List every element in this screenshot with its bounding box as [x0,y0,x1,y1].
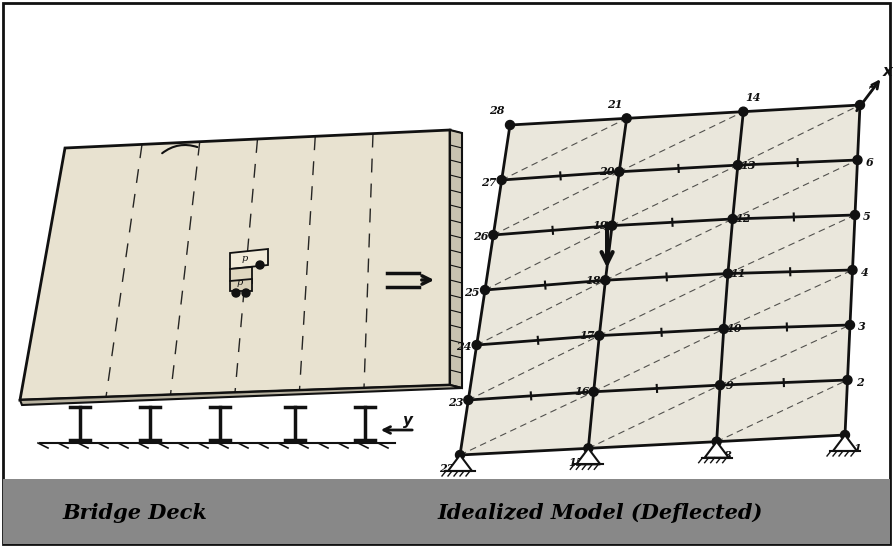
Text: 18: 18 [586,275,601,286]
Circle shape [497,176,506,184]
Circle shape [584,444,593,453]
Circle shape [733,161,742,170]
Circle shape [607,221,616,230]
Text: 28: 28 [489,106,505,117]
Circle shape [614,167,623,176]
Polygon shape [728,215,855,274]
Text: 8: 8 [722,450,730,461]
Circle shape [712,437,722,446]
Polygon shape [717,380,847,441]
Polygon shape [833,435,857,451]
Text: 26: 26 [472,231,488,242]
Text: 17: 17 [580,330,595,341]
Circle shape [595,331,604,340]
Text: 15: 15 [569,457,584,468]
Circle shape [848,265,857,275]
Polygon shape [448,455,472,471]
Circle shape [715,381,724,389]
Polygon shape [705,441,729,458]
Circle shape [505,120,514,130]
Text: 2: 2 [855,376,864,387]
Polygon shape [605,219,732,280]
Text: 21: 21 [607,99,622,110]
Circle shape [850,211,859,219]
Circle shape [589,387,598,396]
Polygon shape [230,279,252,291]
Text: 12: 12 [735,213,750,224]
Polygon shape [450,130,462,388]
Polygon shape [230,267,252,283]
Circle shape [846,321,855,329]
Text: p: p [242,254,248,263]
Circle shape [622,114,631,123]
Text: p: p [237,278,243,287]
Circle shape [472,340,481,350]
Circle shape [488,230,497,240]
Polygon shape [20,385,462,405]
Text: 19: 19 [592,220,608,231]
Text: 16: 16 [574,386,589,397]
Circle shape [256,261,264,269]
Circle shape [601,276,610,285]
Circle shape [728,214,737,224]
Polygon shape [477,280,605,345]
Polygon shape [502,118,627,180]
Polygon shape [720,325,850,385]
Polygon shape [738,105,860,165]
Text: 5: 5 [864,212,871,223]
Text: Idealized Model (Deflected): Idealized Model (Deflected) [438,503,763,523]
Polygon shape [588,385,720,449]
Circle shape [719,324,729,334]
Text: 11: 11 [730,268,746,279]
Polygon shape [493,172,619,235]
Polygon shape [485,225,612,290]
Text: 23: 23 [447,397,463,408]
Circle shape [455,451,464,459]
Text: 1: 1 [853,444,861,455]
Text: 14: 14 [746,92,761,103]
Polygon shape [619,112,743,172]
Text: 6: 6 [865,156,873,167]
Text: 13: 13 [740,160,755,171]
Polygon shape [576,449,600,464]
Polygon shape [599,274,728,336]
Polygon shape [612,165,738,225]
Text: 27: 27 [481,177,497,188]
Text: 4: 4 [861,266,868,277]
FancyBboxPatch shape [3,3,890,544]
Circle shape [840,430,849,439]
Text: 25: 25 [464,287,480,298]
Text: 3: 3 [858,322,866,333]
Text: 9: 9 [726,380,734,391]
Polygon shape [732,160,857,219]
Polygon shape [230,249,268,269]
Circle shape [855,101,864,109]
Circle shape [739,107,747,116]
Polygon shape [460,392,594,455]
Circle shape [232,289,240,297]
Text: 22: 22 [439,463,455,474]
Text: 10: 10 [726,323,741,334]
Circle shape [480,286,489,294]
Text: Bridge Deck: Bridge Deck [63,503,207,523]
Circle shape [723,269,732,278]
Polygon shape [20,130,450,400]
Polygon shape [468,336,599,400]
Circle shape [463,395,472,404]
Text: y: y [403,412,413,428]
Bar [3,479,890,544]
Text: 20: 20 [599,166,615,177]
Circle shape [853,155,862,165]
Circle shape [242,289,250,297]
Text: 24: 24 [456,341,472,352]
Circle shape [843,375,852,385]
Polygon shape [594,329,723,392]
Text: 7: 7 [868,85,876,96]
Text: x: x [883,65,893,79]
Polygon shape [723,270,853,329]
